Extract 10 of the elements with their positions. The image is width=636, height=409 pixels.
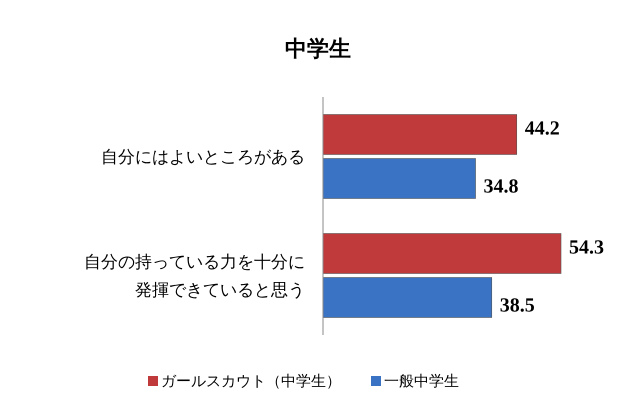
legend-label: 一般中学生	[384, 372, 459, 390]
title: 中学生	[285, 37, 351, 62]
data-label: 54.3	[569, 236, 604, 258]
category-label: 発揮できていると思う	[135, 280, 305, 300]
category-label: 自分の持っている力を十分に	[84, 252, 305, 272]
data-label: 44.2	[524, 118, 560, 140]
data-label: 38.5	[500, 294, 535, 316]
legend-label: ガールスカウト（中学生）	[161, 372, 341, 390]
data-label: 34.8	[484, 176, 519, 198]
category-label: 自分にはよいところがある	[101, 148, 305, 168]
